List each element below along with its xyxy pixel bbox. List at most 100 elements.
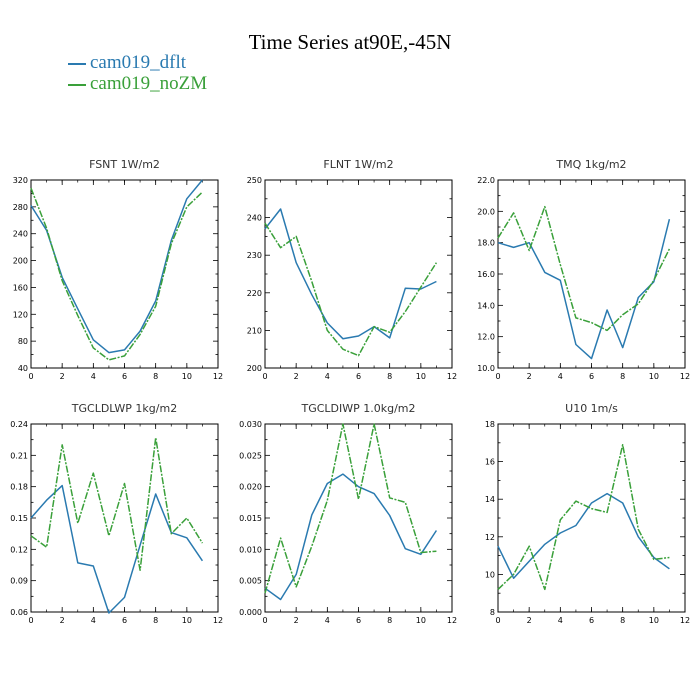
y-tick-label: 20.0 <box>477 207 495 216</box>
y-tick-label: 16.0 <box>477 270 495 279</box>
panel-title: TGCLDIWP 1.0kg/m2 <box>300 402 415 415</box>
x-tick-label: 8 <box>620 372 625 381</box>
chart-panel: FLNT 1W/m2 0 2 4 6 8 10 12 200 210 220 230 240 250 <box>247 158 457 381</box>
panel-frame <box>264 179 453 369</box>
series-line <box>497 443 670 591</box>
x-tick-label: 10 <box>649 372 659 381</box>
y-tick-label: 120 <box>13 310 28 319</box>
y-tick-label: 40 <box>18 364 28 373</box>
x-tick-label: 10 <box>416 372 426 381</box>
x-tick-label: 10 <box>182 372 192 381</box>
y-tick-label: 280 <box>13 203 28 212</box>
y-tick-label: 0.21 <box>10 451 28 460</box>
y-tick-label: 8 <box>490 608 495 617</box>
legend-label: cam019_noZM <box>90 73 208 94</box>
figure-title: Time Series at90E,-45N <box>248 30 452 54</box>
y-tick-label: 210 <box>247 326 262 335</box>
y-tick-label: 0.015 <box>239 514 262 523</box>
y-tick-label: 0.020 <box>239 483 262 492</box>
y-tick-label: 0.15 <box>10 514 28 523</box>
y-tick-label: 0.030 <box>239 420 262 429</box>
x-tick-label: 12 <box>213 372 223 381</box>
panel-title: TMQ 1kg/m2 <box>555 158 626 171</box>
x-tick-label: 4 <box>325 616 330 625</box>
y-tick-label: 200 <box>13 257 28 266</box>
legend-label: cam019_dflt <box>90 52 187 73</box>
x-tick-label: 8 <box>153 616 158 625</box>
series-line <box>264 423 437 594</box>
y-tick-label: 18 <box>485 420 495 429</box>
y-tick-label: 230 <box>247 251 262 260</box>
x-tick-label: 0 <box>28 372 33 381</box>
x-tick-label: 6 <box>589 372 594 381</box>
legend-item-nozm: cam019_noZM <box>68 73 207 95</box>
y-tick-label: 0.010 <box>239 545 262 554</box>
series-line <box>264 208 437 340</box>
x-tick-label: 4 <box>91 616 96 625</box>
x-tick-label: 0 <box>495 616 500 625</box>
y-tick-label: 12 <box>485 533 495 542</box>
x-tick-label: 0 <box>28 616 33 625</box>
chart-panel: TMQ 1kg/m2 0 2 4 6 8 10 12 10.0 12.0 14.0 16.0 18.0 2… <box>477 158 690 381</box>
x-tick-label: 12 <box>447 616 457 625</box>
x-tick-label: 6 <box>122 372 127 381</box>
series-line <box>497 205 671 332</box>
x-tick-label: 10 <box>416 616 426 625</box>
y-tick-label: 160 <box>13 283 28 292</box>
y-tick-label: 0.000 <box>239 608 262 617</box>
y-tick-label: 240 <box>13 230 28 239</box>
panel-title: FSNT 1W/m2 <box>89 158 160 171</box>
x-tick-label: 2 <box>60 372 65 381</box>
x-tick-label: 0 <box>262 372 267 381</box>
x-tick-label: 10 <box>182 616 192 625</box>
series-line <box>30 187 203 361</box>
panel-frame <box>264 423 453 613</box>
x-tick-label: 10 <box>649 616 659 625</box>
panel-title: U10 1m/s <box>565 402 618 415</box>
panel-title: FLNT 1W/m2 <box>323 158 393 171</box>
y-tick-label: 0.24 <box>10 420 28 429</box>
x-tick-label: 0 <box>262 616 267 625</box>
y-tick-label: 0.06 <box>10 608 28 617</box>
series-line <box>30 484 204 614</box>
x-tick-label: 12 <box>213 616 223 625</box>
x-tick-label: 12 <box>680 372 690 381</box>
x-tick-label: 0 <box>495 372 500 381</box>
y-tick-label: 10 <box>485 570 495 579</box>
chart-panel: U10 1m/s 0 2 4 6 8 10 12 8 10 12 14 16 18 <box>485 402 690 625</box>
panel-frame <box>497 423 686 613</box>
y-tick-label: 12.0 <box>477 333 495 342</box>
x-tick-label: 8 <box>387 372 392 381</box>
y-tick-label: 240 <box>247 214 262 223</box>
y-tick-label: 14.0 <box>477 301 495 310</box>
y-tick-label: 22.0 <box>477 176 495 185</box>
x-tick-label: 6 <box>122 616 127 625</box>
y-tick-label: 14 <box>485 495 495 504</box>
x-tick-label: 2 <box>294 616 299 625</box>
series-line <box>264 222 438 357</box>
x-tick-label: 12 <box>447 372 457 381</box>
series-line <box>497 492 670 579</box>
x-tick-label: 12 <box>680 616 690 625</box>
y-tick-label: 250 <box>247 176 262 185</box>
x-tick-label: 4 <box>325 372 330 381</box>
series-line <box>497 219 671 360</box>
chart-panel: TGCLDIWP 1.0kg/m2 0 2 4 6 8 10 12 0.000 0.005 0.01… <box>239 402 457 625</box>
y-tick-label: 18.0 <box>477 239 495 248</box>
y-tick-label: 0.025 <box>239 451 262 460</box>
panel-frame <box>30 179 219 369</box>
x-tick-label: 8 <box>620 616 625 625</box>
x-tick-label: 2 <box>527 616 532 625</box>
x-tick-label: 2 <box>294 372 299 381</box>
x-tick-label: 8 <box>153 372 158 381</box>
y-tick-label: 0.12 <box>10 545 28 554</box>
x-tick-label: 4 <box>558 372 563 381</box>
panel-title: TGCLDLWP 1kg/m2 <box>71 402 177 415</box>
x-tick-label: 2 <box>527 372 532 381</box>
panel-frame <box>30 423 219 613</box>
y-tick-label: 80 <box>18 337 28 346</box>
x-tick-label: 6 <box>589 616 594 625</box>
legend-swatch <box>68 62 86 65</box>
y-tick-label: 220 <box>247 289 262 298</box>
